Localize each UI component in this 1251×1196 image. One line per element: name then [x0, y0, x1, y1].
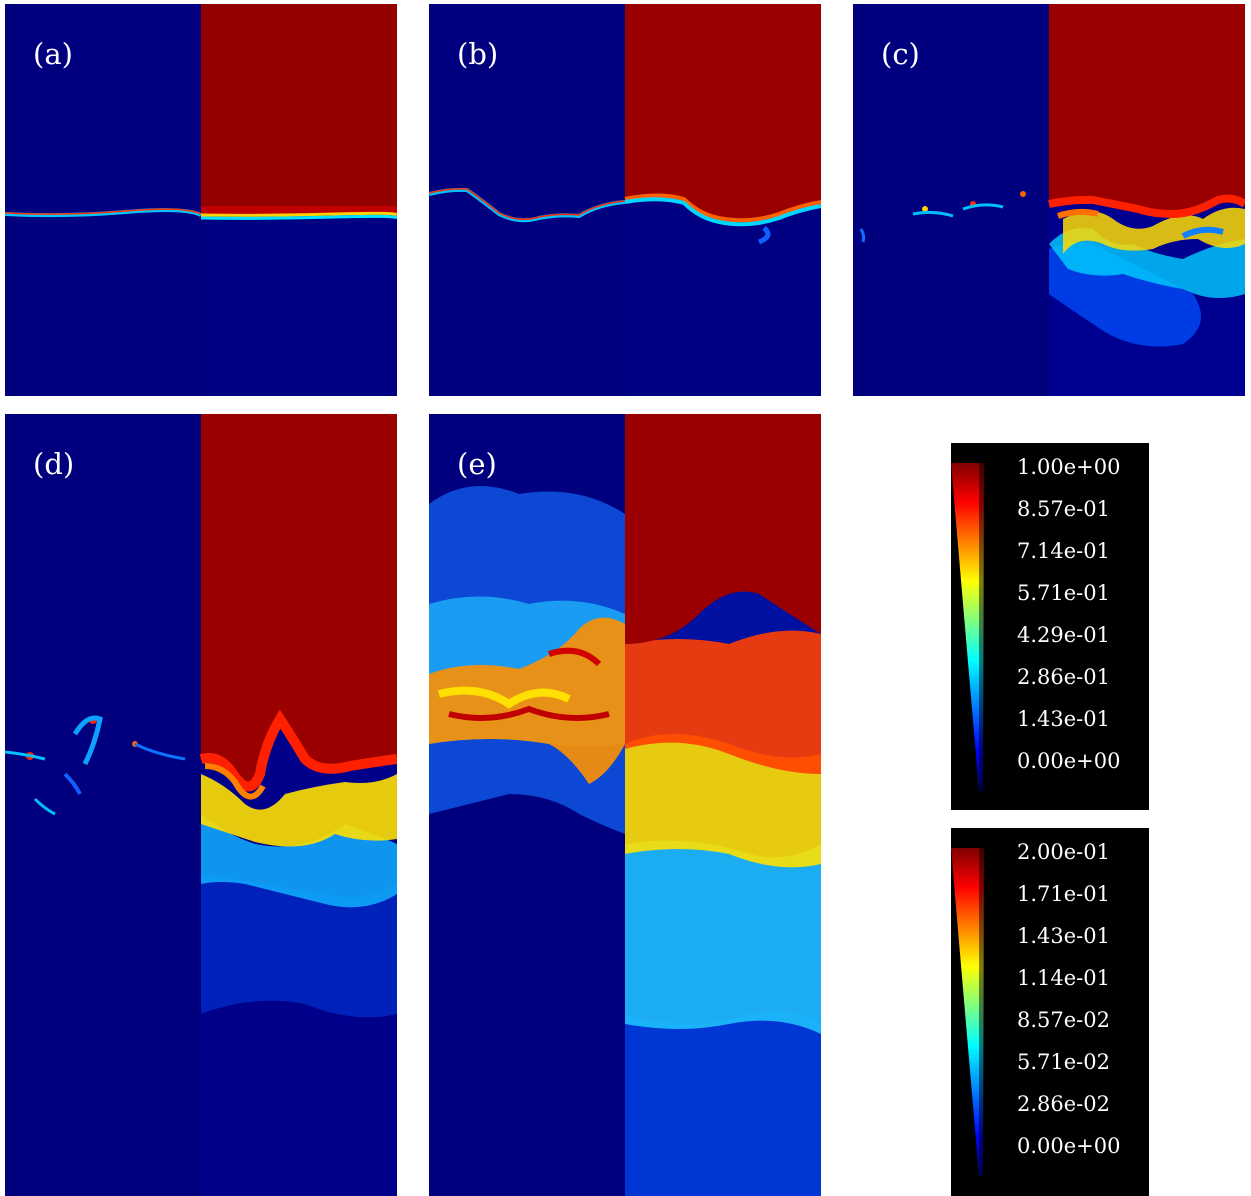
colorbar-tick: 1.71e-01	[1017, 882, 1111, 906]
colorbar-tick: 2.86e-01	[1017, 665, 1111, 689]
colorbar-tick: 5.71e-01	[1017, 581, 1111, 605]
panel-b: (b)	[429, 4, 821, 396]
colorbar-legend-2: 2.00e-01 1.71e-01 1.43e-01 1.14e-01 8.57…	[951, 828, 1149, 1196]
panel-label: (d)	[33, 447, 75, 481]
colorbar-tick: 1.43e-01	[1017, 924, 1111, 948]
panel-e-field	[429, 414, 821, 1196]
colorbar-tick: 1.43e-01	[1017, 707, 1111, 731]
panel-label: (b)	[457, 37, 499, 71]
colorbar-tick: 0.00e+00	[1017, 1134, 1121, 1158]
colorbar-gradient	[951, 463, 984, 791]
panel-b-field	[429, 4, 821, 396]
panel-label: (a)	[33, 37, 73, 71]
panel-e: (e)	[429, 414, 821, 1196]
colorbar-tick: 7.14e-01	[1017, 539, 1111, 563]
colorbar-tick: 1.00e+00	[1017, 455, 1121, 479]
colorbar-tick: 5.71e-02	[1017, 1050, 1111, 1074]
panel-c: (c)	[853, 4, 1245, 396]
panel-d-field	[5, 414, 397, 1196]
colorbar-tick: 8.57e-02	[1017, 1008, 1111, 1032]
colorbar-gradient	[951, 848, 984, 1176]
panel-label: (e)	[457, 447, 497, 481]
panel-d: (d)	[5, 414, 397, 1196]
colorbar-tick: 1.14e-01	[1017, 966, 1111, 990]
colorbar-tick: 8.57e-01	[1017, 497, 1111, 521]
panel-a-field	[5, 4, 397, 396]
colorbar-tick: 4.29e-01	[1017, 623, 1111, 647]
colorbar-tick: 0.00e+00	[1017, 749, 1121, 773]
colorbar-legend-1: 1.00e+00 8.57e-01 7.14e-01 5.71e-01 4.29…	[951, 443, 1149, 810]
panel-label: (c)	[881, 37, 920, 71]
colorbar-tick: 2.00e-01	[1017, 840, 1111, 864]
panel-c-field	[853, 4, 1245, 396]
panel-a: (a)	[5, 4, 397, 396]
colorbar-tick: 2.86e-02	[1017, 1092, 1111, 1116]
